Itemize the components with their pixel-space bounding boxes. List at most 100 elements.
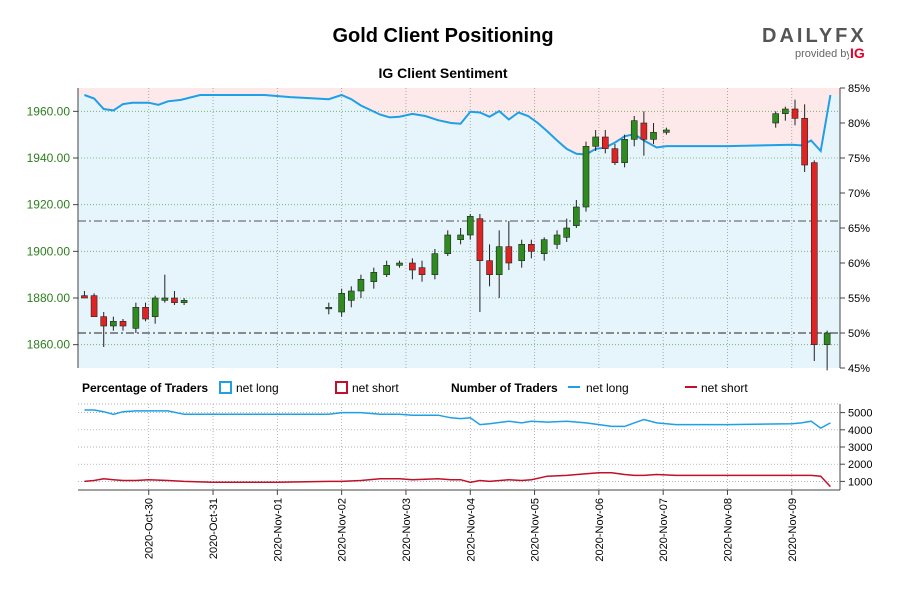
- candle-body: [592, 136, 599, 147]
- x-tick-label: 2020-Nov-04: [465, 498, 477, 562]
- legend-pct-short-label: net short: [352, 381, 399, 395]
- x-tick-label: 2020-Nov-09: [787, 498, 799, 562]
- percent-tick-label: 60%: [848, 258, 870, 270]
- candle-body: [180, 300, 188, 303]
- candle-bear: [476, 214, 484, 312]
- candle-bear: [418, 260, 426, 282]
- candle-bull: [782, 106, 789, 121]
- traders-tick-label: 2000: [848, 459, 872, 471]
- candle-body: [573, 206, 580, 226]
- candle-bear: [505, 221, 513, 270]
- candle-body: [119, 321, 127, 327]
- logo-text: DAILYFX: [762, 25, 867, 47]
- candle-bear: [528, 239, 535, 259]
- candle-bull: [772, 111, 779, 128]
- candle-body: [582, 146, 590, 208]
- candle-bear: [171, 291, 178, 305]
- candle-body: [601, 136, 609, 149]
- candle-bull: [621, 134, 628, 168]
- candle-body: [518, 244, 525, 261]
- candle-bull: [495, 230, 503, 298]
- traders-tick-label: 3000: [848, 442, 872, 454]
- percent-tick-label: 55%: [848, 293, 870, 305]
- candle-body: [823, 332, 831, 345]
- candle-body: [357, 279, 365, 292]
- x-axis-ticks: 2020-Oct-30 2020-Oct-31 2020-Nov-01 2020-No…: [144, 490, 799, 562]
- candle-bear: [601, 130, 609, 154]
- x-tick-label: 2020-Nov-07: [658, 498, 670, 562]
- candle-bear: [791, 99, 799, 126]
- percent-tick-label: 65%: [848, 223, 870, 235]
- candle-bull: [573, 200, 580, 228]
- candle-bear: [119, 319, 127, 331]
- candle-bear: [100, 312, 108, 347]
- percent-tick-label: 75%: [848, 153, 870, 165]
- candle-bull: [370, 267, 378, 289]
- percent-tick-label: 80%: [848, 118, 870, 130]
- legend-percentage-heading: Percentage of Traders: [82, 381, 208, 395]
- candle-bear: [142, 302, 149, 322]
- candle-bear: [810, 160, 818, 361]
- legend-pct-long-swatch: [219, 381, 232, 394]
- candle-body: [630, 120, 638, 140]
- candle-bear: [611, 144, 619, 165]
- candle-body: [772, 113, 779, 124]
- percent-tick-label: 85%: [848, 83, 870, 95]
- price-tick-label: 1940.00: [27, 151, 71, 165]
- candle-body: [466, 216, 474, 236]
- candle-body: [663, 129, 670, 133]
- candle-bull: [396, 260, 403, 268]
- x-tick-label: 2020-Nov-05: [530, 498, 542, 562]
- candle-body: [161, 297, 169, 301]
- x-tick-label: 2020-Oct-31: [208, 498, 220, 559]
- candle-bull: [823, 330, 831, 371]
- candle-body: [100, 316, 108, 327]
- candle-body: [110, 321, 117, 327]
- dailyfx-logo: DAILYFX provided by IG: [762, 25, 867, 61]
- traders-short-line: [84, 472, 831, 488]
- legend: Percentage of Traders net long net short…: [82, 381, 748, 395]
- x-tick-label: 2020-Nov-01: [272, 498, 284, 562]
- candle-body: [540, 239, 548, 254]
- candle-body: [528, 244, 535, 252]
- candle-bull: [540, 237, 548, 261]
- candle-bull: [431, 249, 439, 280]
- candle-body: [444, 234, 452, 254]
- candle-body: [325, 307, 333, 310]
- candle-bull: [457, 228, 464, 245]
- candle-body: [476, 218, 484, 261]
- percent-tick-label: 50%: [848, 328, 870, 340]
- candle-body: [132, 307, 140, 329]
- price-tick-label: 1880.00: [27, 291, 71, 305]
- candle-bear: [801, 104, 808, 172]
- candle-body: [553, 234, 561, 245]
- candle-body: [640, 122, 648, 140]
- price-axis-ticks: 1860.00 1880.00 1900.00 1920.00 1940.00 1960.…: [27, 104, 78, 352]
- candle-body: [431, 253, 439, 275]
- legend-num-short-label: net short: [701, 381, 748, 395]
- candle-bull: [132, 302, 140, 333]
- legend-pct-short-swatch: [335, 381, 348, 394]
- candle-body: [791, 108, 799, 119]
- x-tick-label: 2020-Nov-03: [401, 498, 413, 562]
- candle-body: [457, 234, 464, 240]
- candle-bull: [161, 274, 169, 303]
- candle-body: [801, 118, 808, 166]
- percent-tick-label: 70%: [848, 188, 870, 200]
- price-panel: 1860.00 1880.00 1900.00 1920.00 1940.00 1960.…: [27, 83, 871, 375]
- candle-body: [347, 290, 355, 301]
- price-tick-label: 1960.00: [27, 104, 71, 118]
- logo-provided-by: provided by: [795, 48, 852, 60]
- long-zone: [78, 95, 840, 368]
- candle-bull: [325, 302, 333, 315]
- candle-body: [621, 139, 628, 163]
- legend-number-heading: Number of Traders: [451, 381, 558, 395]
- traders-grid: [78, 403, 840, 490]
- candle-body: [810, 162, 818, 345]
- candle-bull: [151, 295, 159, 324]
- candle-body: [409, 262, 416, 271]
- candle-bear: [90, 293, 98, 317]
- candle-bull: [592, 130, 599, 151]
